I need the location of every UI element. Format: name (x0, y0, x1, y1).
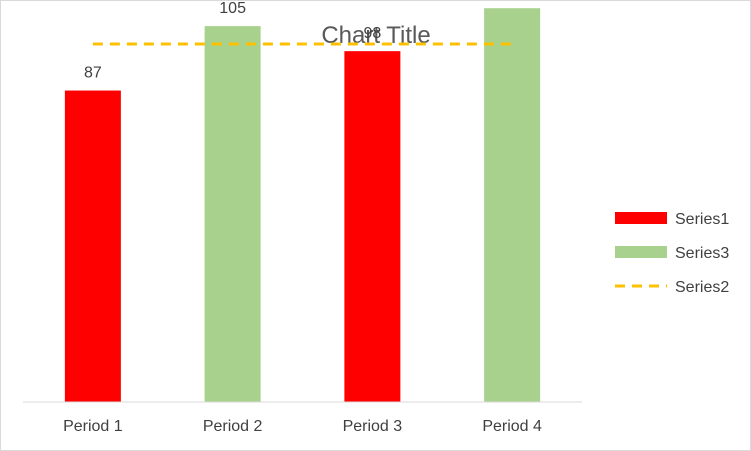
legend-swatch-series1 (615, 212, 667, 224)
data-labels-group: 8798105110 (84, 1, 381, 82)
legend: Series1 Series3 Series2 (615, 211, 729, 296)
legend-item-series2: Series2 (615, 279, 729, 296)
bar-series3-2 (204, 26, 261, 402)
x-tick-labels: Period 1 Period 2 Period 3 Period 4 (63, 418, 542, 435)
bars-group (64, 8, 541, 402)
x-tick-label-2: Period 2 (203, 418, 263, 435)
legend-label-series3: Series3 (675, 245, 729, 262)
x-tick-label-3: Period 3 (343, 418, 403, 435)
legend-item-series3: Series3 (615, 245, 729, 262)
data-label-3: 98 (363, 25, 381, 42)
legend-item-series1: Series1 (615, 211, 729, 228)
bar-series1-1 (64, 90, 121, 402)
x-tick-label-4: Period 4 (482, 418, 542, 435)
legend-label-series2: Series2 (675, 279, 729, 296)
bar-series3-4 (484, 8, 541, 402)
data-label-2: 105 (219, 1, 246, 17)
x-tick-label-1: Period 1 (63, 418, 123, 435)
bar-series1-3 (344, 51, 401, 402)
legend-swatch-series3 (615, 246, 667, 258)
legend-label-series1: Series1 (675, 211, 729, 228)
data-label-1: 87 (84, 65, 102, 82)
